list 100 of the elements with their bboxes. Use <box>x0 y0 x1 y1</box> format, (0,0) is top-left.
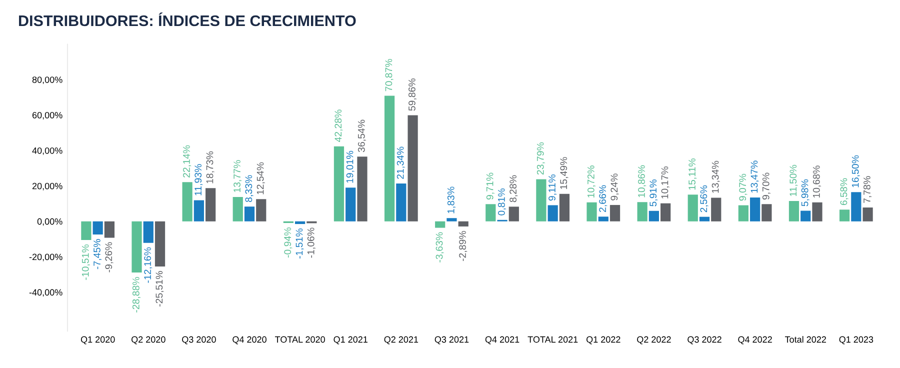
bar <box>446 218 457 222</box>
bar <box>334 146 344 222</box>
bar <box>104 221 115 238</box>
bar <box>788 200 800 222</box>
data-label: 19,01% <box>346 150 354 183</box>
data-label: 23,79% <box>536 142 545 175</box>
data-label: 1,83% <box>447 186 456 214</box>
data-label: 10,72% <box>587 166 596 198</box>
bar <box>548 205 558 222</box>
x-tick-label: Q2 2021 <box>384 336 418 344</box>
bar <box>194 200 204 222</box>
bar <box>81 221 92 240</box>
bar <box>232 196 243 222</box>
bar <box>408 115 418 222</box>
data-label: 2,56% <box>700 185 708 212</box>
data-label: 8,28% <box>510 175 518 202</box>
data-label: -25,51% <box>156 271 164 306</box>
bar <box>244 206 255 222</box>
bar <box>508 206 519 222</box>
bar <box>839 210 850 222</box>
data-label: -12,16% <box>144 247 152 283</box>
bar <box>688 194 698 222</box>
data-label: 12,54% <box>256 162 265 194</box>
bar <box>486 204 496 222</box>
bar <box>598 216 608 222</box>
bar <box>346 188 356 222</box>
bar <box>206 188 216 222</box>
bar <box>132 221 142 273</box>
data-label: 70,87% <box>385 58 394 92</box>
y-tick-label: 60,00% <box>32 112 62 120</box>
bar <box>862 208 873 222</box>
bar <box>660 203 671 222</box>
data-label: 59,86% <box>408 78 417 111</box>
bar <box>648 210 659 222</box>
bar <box>738 205 748 222</box>
data-label: 9,71% <box>486 172 494 200</box>
bar <box>357 156 368 222</box>
data-label: 7,78% <box>864 176 872 203</box>
x-tick-label: TOTAL 2020 <box>275 336 325 343</box>
data-label: 21,34% <box>396 146 405 179</box>
bar <box>435 221 446 228</box>
bar <box>384 96 395 222</box>
data-label: 11,93% <box>194 164 203 196</box>
y-tick-label: 40,00% <box>32 147 62 155</box>
data-label: 10,17% <box>661 166 670 198</box>
data-label: -1,06% <box>307 228 316 258</box>
data-label: -2,89% <box>459 230 468 262</box>
x-tick-label: Q1 2020 <box>80 336 115 344</box>
bar <box>812 202 822 222</box>
bar <box>851 192 862 222</box>
data-label: 15,49% <box>560 157 568 189</box>
bar <box>143 221 154 243</box>
data-label: -28,88% <box>132 277 141 312</box>
data-label: -1,51% <box>296 228 304 259</box>
bar <box>458 221 468 226</box>
bar <box>154 221 166 267</box>
data-label: 5,91% <box>650 179 658 206</box>
x-tick-label: Q1 2022 <box>586 336 620 344</box>
bar <box>559 194 570 222</box>
bar <box>610 204 620 222</box>
bar <box>800 210 811 222</box>
data-label: 13,34% <box>712 160 720 193</box>
x-tick-label: Q2 2022 <box>637 336 671 344</box>
x-tick-label: Q3 2022 <box>688 336 722 344</box>
data-label: 15,11% <box>688 158 697 190</box>
bar <box>92 221 103 235</box>
data-label: 8,33% <box>245 175 254 202</box>
data-label: 10,86% <box>638 165 646 198</box>
bar <box>762 204 772 222</box>
data-label: 36,54% <box>358 120 366 152</box>
data-label: 9,24% <box>610 174 619 200</box>
data-label: 13,77% <box>234 160 242 192</box>
x-tick-label: Q2 2020 <box>132 336 166 344</box>
x-tick-label: Q3 2020 <box>182 336 216 344</box>
data-label: 16,50% <box>852 155 860 188</box>
data-label: 9,70% <box>762 172 770 200</box>
x-tick-label: TOTAL 2021 <box>528 336 578 343</box>
data-label: 18,73% <box>206 151 214 184</box>
bar <box>586 202 597 222</box>
data-label: 2,66% <box>599 185 608 212</box>
x-tick-label: Q4 2021 <box>485 336 520 344</box>
data-label: 9,11% <box>548 174 557 201</box>
data-label: 11,50% <box>790 164 798 196</box>
chart-title: DISTRIBUIDORES: ÍNDICES DE CRECIMIENTO <box>19 12 356 26</box>
bar <box>182 182 192 222</box>
x-tick-label: Q3 2021 <box>434 336 469 344</box>
bar <box>699 216 710 222</box>
bar <box>536 179 546 222</box>
data-label: -7,45% <box>94 239 102 270</box>
data-label: 10,68% <box>812 166 821 198</box>
x-tick-label: Q4 2020 <box>232 336 266 344</box>
y-tick-label: 20,00% <box>32 182 62 190</box>
y-tick-label: -40,00% <box>29 289 62 297</box>
y-tick-label: 80,00% <box>32 76 62 84</box>
bar <box>711 198 722 222</box>
data-label: 42,28% <box>334 110 343 142</box>
x-tick-label: Q4 2022 <box>738 336 772 344</box>
data-label: 6,58% <box>840 178 848 206</box>
x-tick-label: Q1 2021 <box>334 336 368 344</box>
bar <box>256 199 266 222</box>
